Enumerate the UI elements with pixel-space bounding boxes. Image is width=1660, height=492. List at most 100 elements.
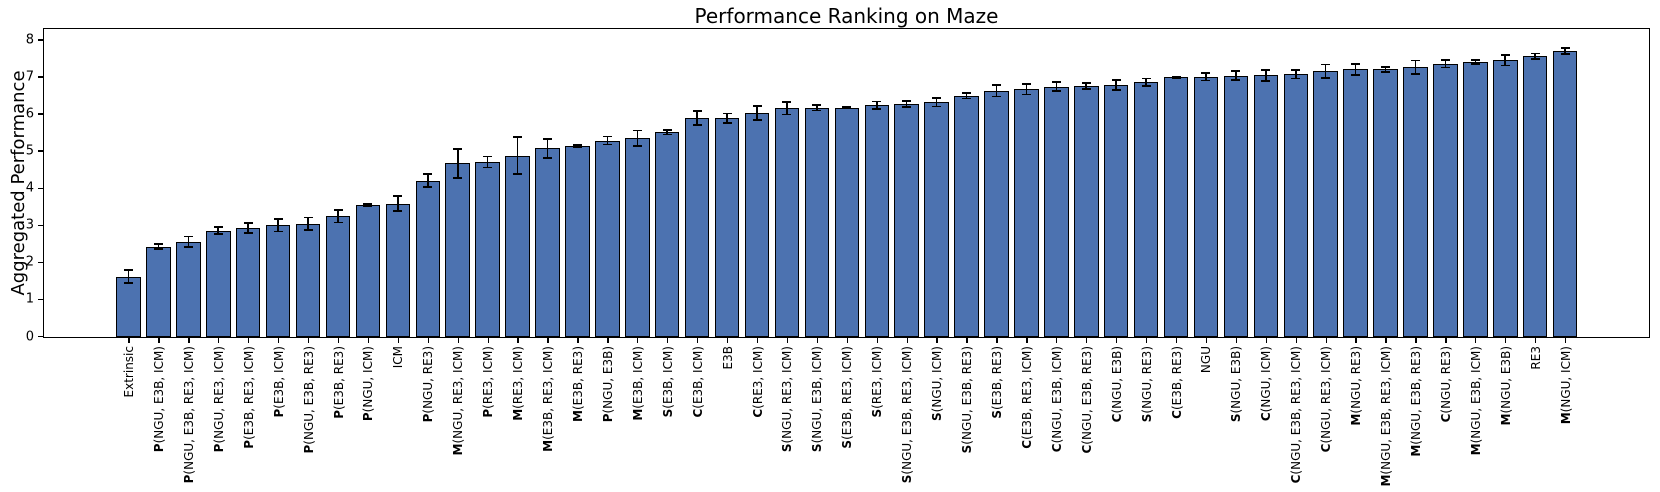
error-bar-cap [273, 230, 283, 233]
x-tick-mark [487, 338, 489, 343]
x-tick-label: C(RE3, ICM) [750, 346, 765, 418]
x-tick-label: P(E3B, RE3) [331, 346, 346, 419]
x-tick-mark [128, 338, 130, 343]
error-bar-cap [393, 195, 403, 197]
error-bar [127, 270, 130, 283]
error-bar [756, 106, 758, 121]
error-bar-cap [393, 210, 403, 212]
x-tick-label: S(NGU, E3B) [1229, 346, 1244, 423]
bar [864, 105, 889, 337]
error-bar [576, 144, 579, 148]
y-tick-label: 2 [25, 254, 34, 270]
error-bar-cap [153, 247, 163, 250]
x-tick-label: S(NGU, ICM) [930, 346, 945, 421]
error-bar [516, 137, 519, 175]
bar [774, 108, 800, 337]
x-tick-label: P(E3B, RE3, ICM) [241, 346, 256, 449]
error-bar-cap [632, 145, 642, 147]
bar [894, 103, 919, 337]
error-bar [456, 149, 459, 178]
error-bar-cap [303, 216, 313, 219]
error-bar [875, 101, 878, 109]
x-tick-mark [846, 338, 848, 343]
error-bar-cap [782, 101, 792, 103]
error-bar-cap [1410, 59, 1420, 62]
bar [1343, 69, 1368, 337]
bar [475, 162, 500, 337]
error-bar [1175, 76, 1177, 79]
error-bar-cap [333, 209, 343, 211]
error-bar-cap [1021, 93, 1031, 96]
bar [1044, 86, 1069, 337]
error-bar [1324, 64, 1327, 78]
x-tick-label: P(RE3, ICM) [481, 346, 496, 418]
x-tick-label: C(E3B, RE3) [1169, 346, 1184, 419]
error-bar-cap [453, 177, 463, 179]
bar [714, 118, 740, 337]
bar [355, 205, 381, 337]
error-bar-cap [363, 203, 373, 205]
error-bar-cap [1171, 75, 1181, 78]
error-bar-cap [752, 105, 762, 107]
error-bar-cap [602, 135, 612, 138]
x-tick-label: M(NGU, E3B, RE3) [1408, 346, 1423, 457]
error-bar-cap [183, 235, 193, 238]
x-tick-label: S(NGU, E3B, ICM) [810, 346, 825, 453]
error-bar-cap [1231, 70, 1241, 73]
x-tick-mark [1175, 338, 1178, 343]
error-bar-cap [962, 97, 972, 100]
error-bar-cap [1351, 74, 1361, 76]
x-tick-label: P(NGU, E3B, ICM) [151, 346, 166, 453]
x-tick-label: Extrinsic [122, 346, 136, 398]
x-tick-mark [1325, 338, 1327, 343]
error-bar-cap [1470, 58, 1480, 61]
y-tick-label: 6 [25, 106, 34, 122]
x-tick-label: M(NGU, RE3) [1349, 346, 1364, 426]
error-bar-cap [692, 110, 702, 113]
bar [565, 146, 590, 337]
y-tick-label: 1 [25, 291, 34, 307]
x-tick-label: C(NGU, E3B, RE3) [1079, 346, 1094, 454]
x-tick-mark [1415, 338, 1417, 343]
bar [1313, 71, 1338, 337]
error-bar-cap [1081, 88, 1091, 90]
bar [445, 163, 470, 337]
error-bar-cap [1530, 58, 1540, 61]
x-tick-label: ICM [391, 346, 406, 369]
bar [1193, 76, 1219, 337]
error-bar-cap [1440, 66, 1450, 69]
y-tick-mark [38, 187, 43, 189]
x-tick-mark [906, 338, 908, 343]
x-tick-mark [1116, 338, 1118, 343]
x-tick-mark [547, 338, 549, 343]
plot-area [43, 28, 1650, 338]
error-bar [965, 92, 968, 99]
x-tick-mark [1026, 338, 1028, 343]
error-bar [157, 244, 160, 249]
y-tick-mark [38, 335, 43, 338]
y-tick-label: 4 [25, 180, 34, 196]
x-tick-label: M(NGU, RE3, ICM) [451, 346, 466, 456]
error-bar-cap [483, 166, 493, 169]
error-bar [427, 174, 429, 187]
error-bar-cap [991, 95, 1001, 98]
bar [1283, 74, 1309, 337]
error-bar-cap [572, 144, 582, 146]
error-bar-cap [453, 148, 463, 150]
error-bar [905, 100, 908, 107]
x-tick-label: S(NGU, E3B, RE3, ICM) [900, 346, 915, 484]
x-tick-mark [158, 338, 160, 343]
x-tick-label: M(NGU, E3B, ICM) [1468, 346, 1483, 456]
error-bar-cap [1051, 90, 1061, 93]
error-bar [1145, 78, 1147, 86]
x-tick-label: S(NGU, E3B, RE3) [960, 346, 975, 454]
bar [265, 225, 291, 337]
error-bar [1235, 71, 1237, 81]
x-tick-mark [607, 338, 609, 343]
error-bar-cap [1351, 62, 1361, 65]
error-bar-cap [602, 143, 612, 146]
error-bar-cap [1111, 88, 1121, 91]
error-bar-cap [273, 217, 283, 220]
error-bar-cap [1291, 68, 1301, 71]
